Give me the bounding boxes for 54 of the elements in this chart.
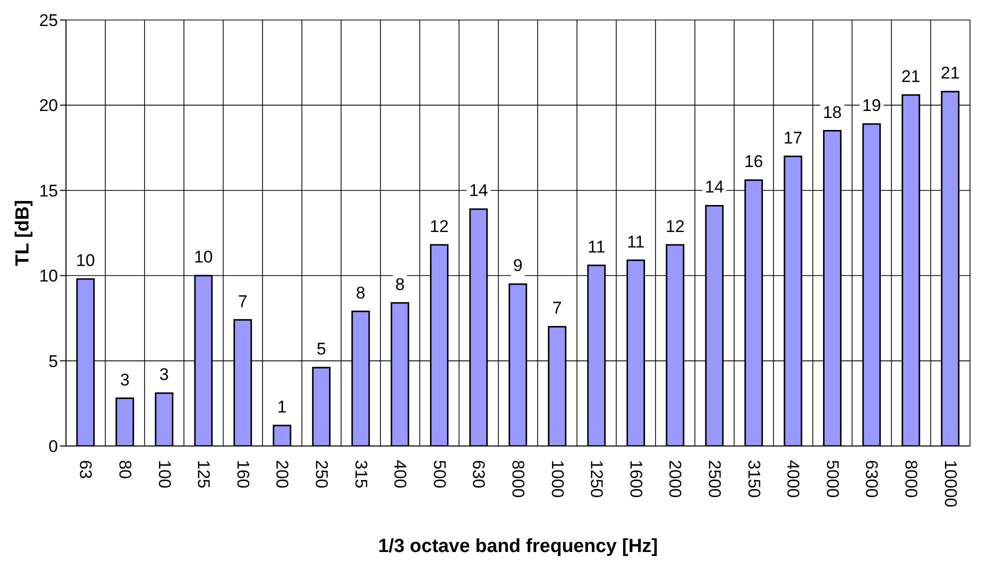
y-tick-label: 15 [39,181,58,200]
data-label: 12 [430,216,449,236]
data-label: 11 [626,232,645,252]
y-tick-label: 10 [39,266,58,286]
x-tick-label: 10000 [940,460,960,508]
y-tick-label: 25 [39,11,58,30]
data-label: 17 [784,128,802,148]
x-tick-label: 4000 [784,460,803,498]
data-label: 18 [822,102,842,122]
x-tick-label: 6300 [862,460,882,498]
x-tick-label: 1600 [626,460,646,498]
data-label: 5 [316,340,326,359]
data-label: 8 [395,274,405,294]
x-tick-label: 630 [469,460,488,488]
data-label: 21 [940,64,960,83]
x-tick-label: 63 [76,460,96,479]
x-tick-label: 100 [154,460,174,488]
x-axis-title: 1/3 octave band frequency [Hz] [378,536,658,557]
data-label: 14 [704,178,724,197]
data-label: 3 [159,365,169,384]
x-tick-label: 3150 [744,460,764,498]
x-tick-label: 125 [194,460,214,488]
data-label: 19 [862,96,882,115]
x-tick-label: 250 [312,460,331,488]
x-tick-label: 160 [233,460,252,488]
data-label: 3 [120,370,130,390]
y-tick-label: 5 [48,352,58,371]
data-label: 10 [76,251,95,270]
x-tick-label: 8000 [902,460,921,498]
x-tick-label: 2000 [666,460,685,498]
data-label: 14 [469,181,488,200]
data-label: 1 [277,398,287,417]
data-label: 12 [666,216,685,236]
y-tick-label: 0 [48,437,58,456]
data-label: 16 [744,152,764,172]
y-tick-label: 20 [39,96,58,116]
x-tick-label: 2500 [705,460,724,498]
x-tick-label: 1250 [587,460,606,498]
x-tick-label: 5000 [822,460,842,498]
data-label: 10 [194,248,213,267]
x-tick-label: 315 [351,460,370,488]
data-label: 7 [552,298,562,318]
x-tick-label: 200 [272,460,292,488]
x-tick-label: 400 [390,460,410,488]
data-label: 8 [356,283,366,302]
x-tick-label: 80 [115,460,134,479]
data-label: 11 [588,237,606,256]
x-tick-label: 1000 [548,460,567,498]
x-tick-label: 500 [430,460,449,488]
x-tick-label: 8000 [508,460,528,498]
data-label: 7 [238,292,248,311]
data-label: 21 [901,66,920,86]
data-label: 9 [513,256,523,276]
y-axis-title: TL [dB] [12,200,34,266]
